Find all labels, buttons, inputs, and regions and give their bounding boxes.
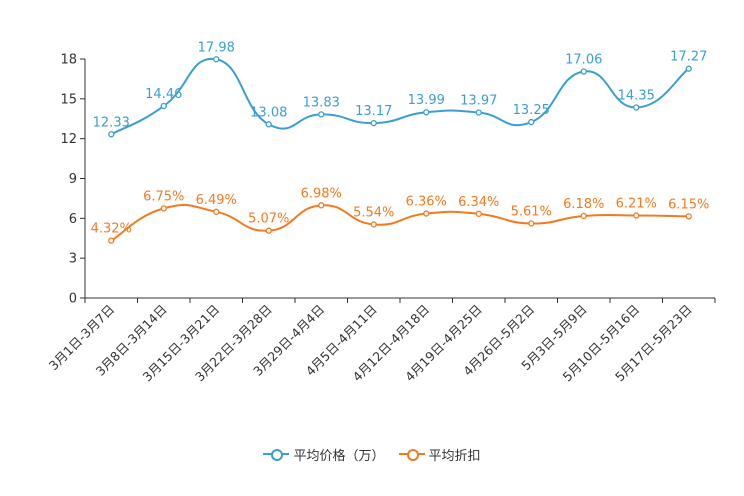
data-point — [685, 65, 692, 72]
y-tick-label: 6 — [69, 212, 77, 227]
legend-marker-discount — [398, 448, 425, 461]
series-group: 12.33 14.46 17.98 13.08 13.83 13.17 13.99 13.97… — [91, 40, 709, 244]
data-label: 5.61% — [511, 205, 552, 220]
data-label: 13.99 — [408, 93, 445, 108]
data-label: 6.21% — [616, 197, 657, 212]
data-label: 6.18% — [563, 197, 604, 212]
data-label: 13.97 — [460, 94, 497, 109]
data-label: 14.35 — [618, 88, 655, 103]
legend: 平均价格（万） 平均折扣 — [0, 443, 744, 465]
data-point — [213, 56, 220, 63]
data-point — [580, 68, 587, 75]
data-label: 13.08 — [250, 105, 287, 120]
data-point — [213, 208, 220, 215]
data-label: 13.17 — [355, 104, 392, 119]
data-point — [108, 131, 115, 138]
data-point — [685, 213, 692, 220]
y-tick-label: 3 — [69, 252, 77, 267]
y-tick-label: 0 — [69, 292, 77, 307]
data-point — [318, 202, 325, 209]
data-label: 13.25 — [513, 103, 550, 118]
data-label: 5.54% — [353, 205, 394, 220]
data-point — [528, 220, 535, 227]
y-tick-label: 15 — [60, 92, 77, 107]
data-point — [633, 104, 640, 111]
data-point — [475, 210, 482, 217]
data-point — [370, 119, 377, 127]
data-point — [370, 221, 377, 228]
data-point — [423, 109, 430, 116]
data-label: 6.34% — [458, 195, 499, 210]
series-line — [110, 57, 690, 136]
data-point — [160, 102, 167, 110]
x-axis: 3月1日-3月7日3月8日-3月14日3月15日-3月21日3月22日-3月28… — [46, 297, 716, 384]
data-point — [108, 237, 115, 244]
data-point — [423, 210, 430, 217]
data-point — [580, 212, 587, 220]
legend-marker-price — [263, 448, 290, 461]
y-tick-label: 18 — [60, 53, 77, 68]
data-label: 17.06 — [565, 52, 602, 67]
y-axis: 0 3 6 9 12 15 18 — [60, 53, 86, 307]
data-point — [160, 205, 167, 212]
data-label: 6.98% — [301, 186, 342, 201]
line-chart: 0 3 6 9 12 15 18 3月1日-3月7日3月8日-3月14日3月15日-3月21… — [46, 40, 716, 384]
y-tick-label: 9 — [69, 172, 77, 187]
data-point — [528, 118, 535, 126]
data-label: 5.07% — [248, 212, 289, 227]
data-point — [265, 121, 272, 128]
data-label: 14.46 — [145, 87, 182, 102]
data-label: 17.27 — [670, 50, 707, 65]
data-label: 6.49% — [196, 193, 237, 208]
data-label: 6.15% — [668, 197, 709, 212]
data-point — [318, 111, 325, 118]
legend-item-discount[interactable]: 平均折扣 — [398, 445, 481, 464]
data-label: 13.83 — [303, 95, 340, 110]
data-label: 4.32% — [91, 222, 132, 237]
legend-label-price: 平均价格（万） — [293, 448, 385, 464]
data-label: 17.98 — [198, 40, 235, 55]
data-point — [265, 227, 272, 234]
y-tick-label: 12 — [60, 132, 77, 147]
legend-label-discount: 平均折扣 — [428, 448, 481, 464]
legend-item-price[interactable]: 平均价格（万） — [263, 445, 385, 464]
data-point — [633, 212, 640, 219]
data-point — [475, 109, 482, 116]
data-label: 12.33 — [93, 115, 130, 130]
data-label: 6.36% — [406, 195, 447, 210]
data-label: 6.75% — [143, 189, 184, 204]
